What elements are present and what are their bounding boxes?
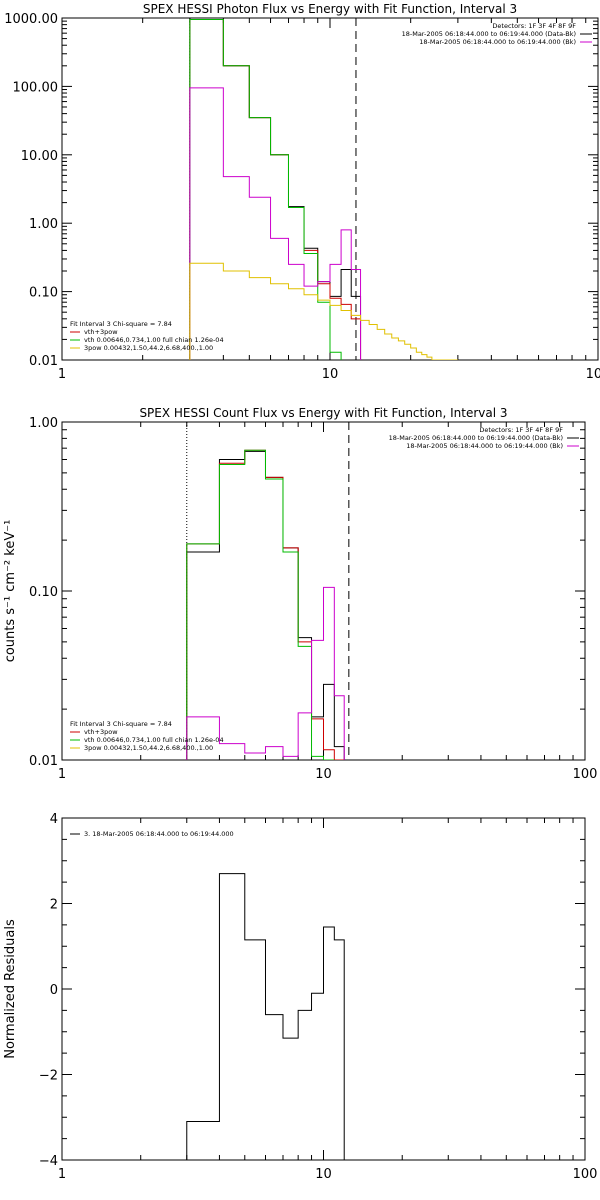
info-line: 18-Mar-2005 06:18:44.000 to 06:19:44.000… (419, 38, 576, 46)
x-tick-label: 10 (315, 1167, 332, 1182)
chart-title: SPEX HESSI Photon Flux vs Energy with Fi… (143, 2, 517, 16)
legend-entry: 3pow 0.00432,1.50,44.2,6.68,400.,1.00 (84, 344, 213, 352)
y-tick-label: 0 (50, 983, 58, 998)
legend-entry: 3pow 0.00432,1.50,44.2,6.68,400.,1.00 (84, 744, 213, 752)
legend-entry: vth 0.00646,0.734,1.00 full chian 1.26e-… (84, 336, 224, 344)
series-line-bk (189, 87, 362, 360)
y-tick-label: 1000.00 (4, 12, 58, 27)
y-tick-label: 0.01 (29, 754, 58, 769)
series-line-bk (186, 586, 345, 760)
x-tick-label: 100 (586, 367, 600, 382)
info-line: 18-Mar-2005 06:18:44.000 to 06:19:44.000… (406, 442, 563, 450)
x-tick-label: 10 (322, 367, 339, 382)
x-tick-label: 1 (58, 367, 66, 382)
series-line-vth-3pow (189, 19, 362, 360)
x-tick-label: 100 (573, 767, 598, 782)
y-tick-label: 0.10 (29, 286, 58, 301)
series-line-data-bk (189, 19, 362, 360)
y-tick-label: 0.01 (29, 354, 58, 369)
x-tick-label: 1 (58, 1167, 66, 1182)
series-line-residuals (186, 873, 345, 1160)
y-axis-label: counts s⁻¹ cm⁻² keV⁻¹ (3, 520, 18, 663)
fit-chi-square-label: Fit Interval 3 Chi-square = 7.84 (70, 320, 172, 328)
fit-chi-square-label: Fit Interval 3 Chi-square = 7.84 (70, 720, 172, 728)
y-tick-label: 100.00 (13, 80, 59, 95)
y-tick-label: 1.00 (29, 217, 58, 232)
chart-panel-2: SPEX HESSI Count Flux vs Energy with Fit… (3, 406, 597, 782)
y-tick-label: 10.00 (21, 149, 58, 164)
y-tick-label: −2 (39, 1069, 58, 1084)
chart-panel-3: 1 10 100 −4 −2 0 2 4 Normalized Residuals 3. 18-M… (3, 812, 597, 1182)
y-tick-label: 0.10 (29, 585, 58, 600)
x-tick-label: 1 (58, 767, 66, 782)
x-tick-label: 10 (315, 767, 332, 782)
legend-entry: vth 0.00646,0.734,1.00 full chian 1.26e-… (84, 736, 224, 744)
series-line-vth (186, 449, 335, 760)
info-line: Detectors: 1F 3F 4F 8F 9F (492, 22, 576, 30)
y-tick-label: −4 (39, 1154, 58, 1169)
legend-entry: vth+3pow (84, 328, 118, 336)
series-line-vth-3pow (186, 449, 345, 760)
x-tick-label: 100 (573, 1167, 598, 1182)
info-line: 18-Mar-2005 06:18:44.000 to 06:19:44.000… (389, 434, 563, 442)
series-line-vth (189, 19, 342, 360)
chart-panel-1: SPEX HESSI Photon Flux vs Energy with Fi… (4, 2, 600, 382)
series-line-3pow (189, 262, 458, 360)
series-line-data-bk (186, 450, 345, 760)
y-tick-label: 2 (50, 898, 58, 913)
legend-entry: 3. 18-Mar-2005 06:18:44.000 to 06:19:44.… (84, 830, 234, 838)
y-axis-label: Normalized Residuals (3, 919, 18, 1059)
info-line: 18-Mar-2005 06:18:44.000 to 06:19:44.000… (402, 30, 576, 38)
info-line: Detectors: 1F 3F 4F 8F 9F (479, 426, 563, 434)
legend-entry: vth+3pow (84, 728, 118, 736)
y-tick-label: 1.00 (29, 416, 58, 431)
y-tick-label: 4 (50, 812, 58, 827)
chart-title: SPEX HESSI Count Flux vs Energy with Fit… (139, 406, 507, 420)
